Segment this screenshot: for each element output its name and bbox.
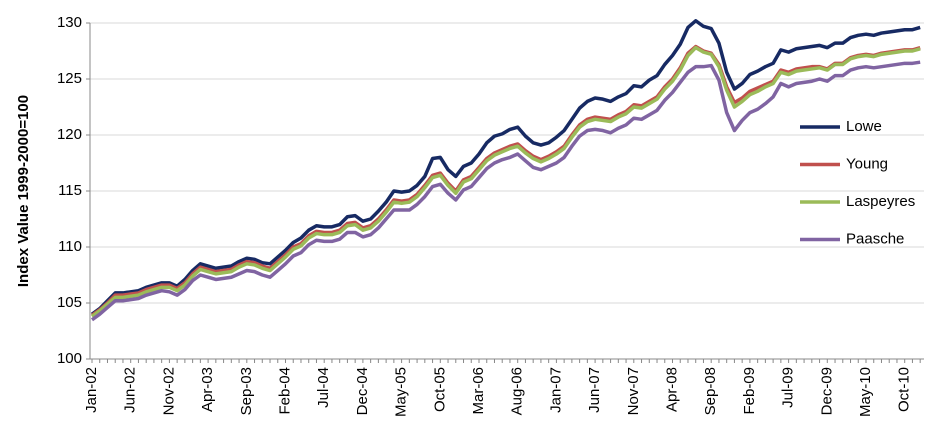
x-tick-label: Jun-07 — [586, 367, 603, 413]
x-tick-label: Jul-04 — [315, 367, 332, 408]
x-tick-label: Feb-09 — [741, 367, 758, 415]
y-tick-label: 110 — [58, 238, 82, 255]
x-tick-label: Feb-04 — [276, 367, 293, 415]
legend-label: Paasche — [846, 230, 904, 247]
x-tick-label: Jun-02 — [122, 367, 139, 413]
y-tick-label: 100 — [57, 350, 82, 367]
x-tick-label: Jan-07 — [547, 367, 564, 413]
x-tick-label: Aug-06 — [509, 367, 526, 415]
y-tick-label: 125 — [57, 70, 82, 87]
series-line — [90, 45, 921, 318]
x-tick-label: Apr-03 — [199, 367, 216, 412]
y-tick-label: 120 — [57, 126, 82, 143]
y-tick-label: 115 — [58, 182, 82, 199]
x-tick-label: Jan-02 — [83, 367, 100, 413]
x-tick-label: Sep-03 — [238, 367, 255, 415]
x-tick-label: Oct-10 — [896, 367, 913, 412]
x-tick-label: Dec-04 — [354, 367, 371, 415]
x-tick-label: Nov-02 — [160, 367, 177, 415]
y-tick-label: 130 — [57, 14, 82, 31]
x-tick-label: May-10 — [857, 367, 874, 417]
x-tick-label: Sep-08 — [702, 367, 719, 415]
legend-label: Laspeyres — [846, 193, 915, 210]
series-line — [90, 44, 921, 317]
series-line — [90, 19, 921, 316]
y-axis-label: Index Value 1999-2000=100 — [15, 95, 32, 287]
x-tick-label: Apr-08 — [663, 367, 680, 412]
x-tick-label: Nov-07 — [625, 367, 642, 415]
x-tick-label: Oct-05 — [431, 367, 448, 412]
legend-label: Young — [846, 155, 888, 172]
x-tick-label: Jul-09 — [780, 367, 797, 408]
x-tick-label: Dec-09 — [818, 367, 835, 415]
legend-label: Lowe — [846, 118, 882, 135]
y-tick-label: 105 — [57, 294, 82, 311]
x-tick-label: May-05 — [393, 367, 410, 417]
series-line — [90, 60, 921, 322]
x-tick-label: Mar-06 — [470, 367, 487, 415]
